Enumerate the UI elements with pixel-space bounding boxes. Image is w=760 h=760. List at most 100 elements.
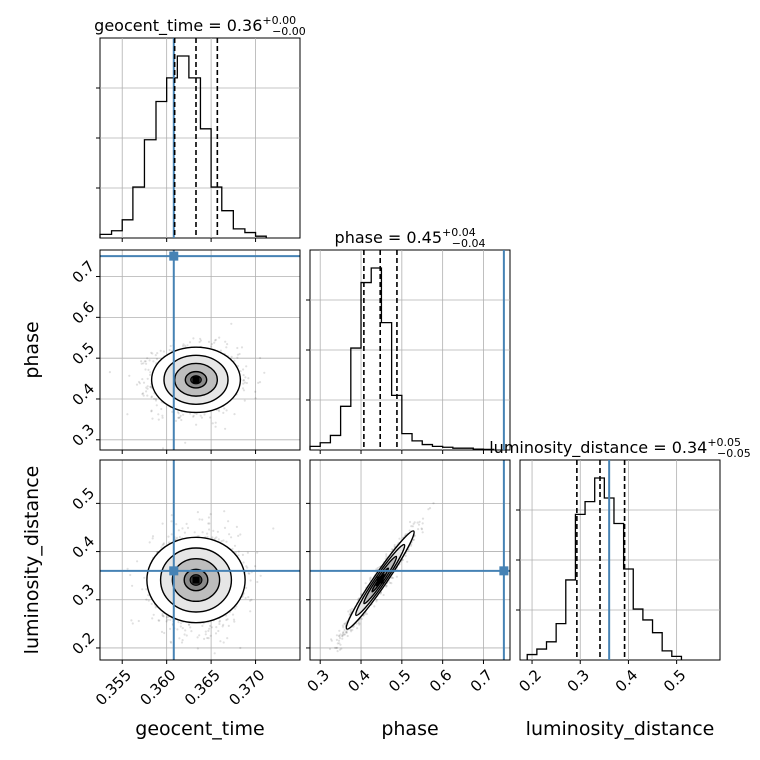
sample-point xyxy=(218,410,221,413)
sample-point xyxy=(404,554,407,558)
sample-point xyxy=(167,535,170,538)
sample-point xyxy=(174,538,177,541)
sample-point xyxy=(183,344,187,347)
sample-point xyxy=(186,344,189,347)
sample-point xyxy=(393,545,396,548)
sample-point xyxy=(347,610,350,613)
sample-point xyxy=(349,610,353,613)
y-tick-label: 0.6 xyxy=(69,298,99,328)
sample-point xyxy=(207,516,210,519)
sample-point xyxy=(142,394,145,397)
sample-point xyxy=(198,634,201,637)
title-median: 0.34 xyxy=(672,438,708,457)
sample-point xyxy=(210,345,213,348)
sample-point xyxy=(388,581,391,584)
sample-point xyxy=(242,374,245,377)
sample-point xyxy=(407,549,410,552)
sample-point xyxy=(357,620,360,623)
sample-point xyxy=(351,607,354,610)
hist-panel-phase: phase = 0.45+0.04 −0.04 xyxy=(306,226,511,454)
sample-point xyxy=(416,521,419,524)
title-prefix: geocent_time = xyxy=(94,16,227,36)
title-median: 0.45 xyxy=(406,228,442,247)
sample-point xyxy=(179,622,183,625)
sample-point xyxy=(169,344,172,348)
sample-point xyxy=(128,374,131,377)
sample-point xyxy=(369,579,372,582)
sample-point xyxy=(156,352,159,355)
sample-point xyxy=(243,399,246,402)
sample-point xyxy=(137,380,141,384)
sample-point xyxy=(339,633,342,636)
x-tick-label: 0.365 xyxy=(181,666,224,709)
hist-step xyxy=(309,267,495,451)
y-axis-label: phase xyxy=(21,321,43,378)
sample-point xyxy=(338,648,342,651)
sample-point xyxy=(237,534,240,538)
sample-point xyxy=(160,407,163,411)
sample-point xyxy=(187,623,190,626)
sample-point xyxy=(183,633,186,636)
panel-frame xyxy=(99,459,301,661)
sample-point xyxy=(360,617,363,621)
y-tick-label: 0.4 xyxy=(69,532,99,562)
sample-point xyxy=(412,522,415,526)
sample-point xyxy=(177,416,180,419)
sample-point xyxy=(219,640,222,643)
sample-point xyxy=(258,381,262,384)
sample-point xyxy=(385,585,388,588)
sample-point xyxy=(207,629,210,633)
sample-point xyxy=(247,572,250,575)
sample-point xyxy=(413,521,416,524)
sample-point xyxy=(169,627,172,631)
sample-point xyxy=(350,630,353,633)
sample-point xyxy=(209,513,212,516)
sample-point xyxy=(391,576,395,580)
title-lower: −0.04 xyxy=(452,237,486,250)
x-tick-label: 0.4 xyxy=(344,666,374,696)
sample-point xyxy=(150,396,153,399)
sample-point xyxy=(342,630,345,634)
sample-point xyxy=(345,631,348,634)
sample-point xyxy=(343,633,346,636)
sample-point xyxy=(177,412,180,415)
sample-point xyxy=(131,622,134,625)
sample-point xyxy=(165,620,168,623)
sample-point xyxy=(155,404,158,407)
sample-point xyxy=(184,441,187,444)
sample-point xyxy=(390,548,393,551)
sample-point xyxy=(213,341,216,344)
sample-point xyxy=(254,390,257,393)
sample-point xyxy=(408,529,411,532)
sample-point xyxy=(417,528,420,531)
sample-point xyxy=(150,386,153,389)
sample-point xyxy=(148,541,151,544)
sample-point xyxy=(161,416,164,419)
sample-point xyxy=(207,340,211,343)
sample-point xyxy=(348,612,351,615)
sample-point xyxy=(330,638,333,641)
sample-point xyxy=(391,576,394,579)
sample-point xyxy=(192,414,195,417)
sample-point xyxy=(216,530,219,533)
sample-point xyxy=(170,533,173,536)
sample-point xyxy=(335,646,339,649)
title-lower: −0.00 xyxy=(272,25,306,38)
sample-point xyxy=(158,619,161,622)
sample-point xyxy=(151,352,154,355)
y-tick-label: 0.2 xyxy=(69,629,99,659)
sample-point xyxy=(395,575,398,578)
sample-point xyxy=(181,639,184,642)
x-tick-label: 0.360 xyxy=(136,666,179,709)
sample-point xyxy=(157,418,160,421)
sample-point xyxy=(234,607,237,610)
panel-content xyxy=(100,250,300,450)
sample-point xyxy=(145,598,148,601)
sample-point xyxy=(108,371,111,374)
sample-point xyxy=(231,547,234,551)
sample-point xyxy=(160,630,164,634)
sample-point xyxy=(183,531,186,534)
sample-point xyxy=(226,637,229,640)
sample-point xyxy=(175,536,179,540)
sample-point xyxy=(198,518,201,521)
